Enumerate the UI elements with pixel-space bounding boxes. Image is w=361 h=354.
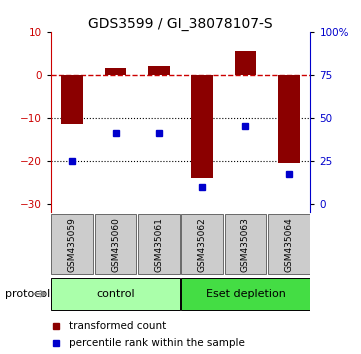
Text: GSM435061: GSM435061 bbox=[155, 217, 163, 272]
Text: GSM435064: GSM435064 bbox=[284, 217, 293, 272]
Text: Eset depletion: Eset depletion bbox=[205, 289, 286, 299]
FancyBboxPatch shape bbox=[138, 214, 180, 274]
FancyBboxPatch shape bbox=[51, 278, 180, 310]
Text: transformed count: transformed count bbox=[69, 321, 166, 331]
Text: protocol: protocol bbox=[5, 289, 51, 299]
FancyBboxPatch shape bbox=[268, 214, 310, 274]
FancyBboxPatch shape bbox=[95, 214, 136, 274]
Bar bbox=[235, 51, 256, 75]
FancyBboxPatch shape bbox=[181, 278, 310, 310]
Bar bbox=[61, 75, 83, 124]
Bar bbox=[105, 68, 126, 75]
Text: percentile rank within the sample: percentile rank within the sample bbox=[69, 338, 245, 348]
Title: GDS3599 / GI_38078107-S: GDS3599 / GI_38078107-S bbox=[88, 17, 273, 31]
FancyBboxPatch shape bbox=[51, 214, 93, 274]
Bar bbox=[278, 75, 300, 163]
Bar bbox=[191, 75, 213, 178]
Text: GSM435063: GSM435063 bbox=[241, 217, 250, 272]
FancyBboxPatch shape bbox=[181, 214, 223, 274]
Text: GSM435062: GSM435062 bbox=[198, 217, 206, 272]
Bar bbox=[148, 66, 170, 75]
Text: control: control bbox=[96, 289, 135, 299]
Text: GSM435060: GSM435060 bbox=[111, 217, 120, 272]
FancyBboxPatch shape bbox=[225, 214, 266, 274]
Text: GSM435059: GSM435059 bbox=[68, 217, 77, 272]
